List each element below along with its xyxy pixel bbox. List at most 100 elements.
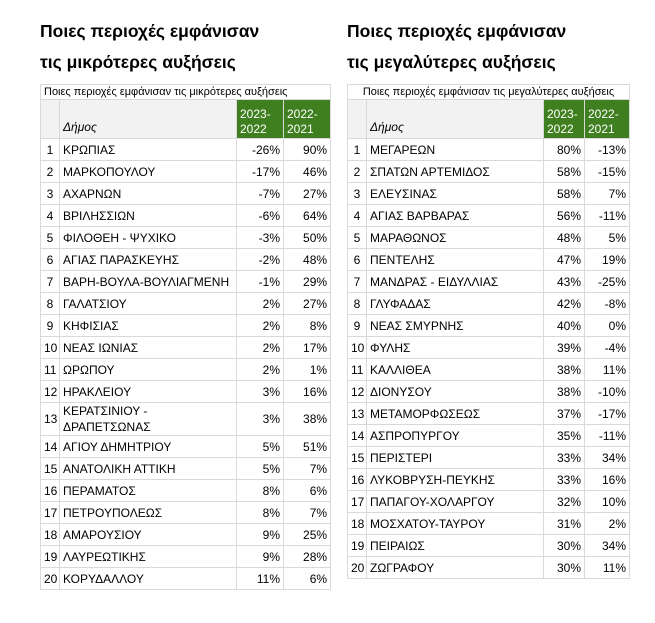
value-2023-2022-cell: 48% bbox=[543, 226, 585, 249]
municipality-cell: ΦΥΛΗΣ bbox=[366, 336, 544, 359]
value-2023-2022-cell: -2% bbox=[236, 248, 284, 271]
value-2022-2021-cell: 0% bbox=[583, 314, 631, 337]
municipality-cell: ΖΩΓΡΑΦΟΥ bbox=[366, 556, 544, 579]
value-2022-2021-cell: 64% bbox=[282, 204, 332, 227]
municipality-cell: ΒΑΡΗ-ΒΟΥΛΑ-ΒΟΥΛΙΑΓΜΕΝΗ bbox=[59, 270, 237, 293]
rank-cell: 13 bbox=[40, 402, 60, 436]
table-row: 18 ΑΜΑΡΟΥΣΙΟΥ 9% 25% bbox=[40, 523, 332, 546]
municipality-cell: ΑΧΑΡΝΩΝ bbox=[59, 182, 237, 205]
value-2022-2021-cell: 25% bbox=[282, 523, 332, 546]
value-2023-2022-cell: -3% bbox=[236, 226, 284, 249]
table-body: 1 ΜΕΓΑΡΕΩΝ 80% -13% 2 ΣΠΑΤΩΝ ΑΡΤΕΜΙΔΟΣ 58% -15%… bbox=[347, 138, 631, 579]
value-2023-2022-cell: 40% bbox=[543, 314, 585, 337]
table-row: 11 ΚΑΛΛΙΘΕΑ 38% 11% bbox=[347, 358, 631, 381]
municipality-cell: ΣΠΑΤΩΝ ΑΡΤΕΜΙΔΟΣ bbox=[366, 160, 544, 183]
rank-cell: 11 bbox=[40, 358, 60, 381]
value-2022-2021-cell: 5% bbox=[583, 226, 631, 249]
rank-cell: 12 bbox=[40, 380, 60, 403]
value-2023-2022-cell: 2% bbox=[236, 336, 284, 359]
largest-increases-panel: Ποιες περιοχές εμφάνισαν τις μεγαλύτερες… bbox=[346, 0, 631, 579]
municipality-cell: ΓΛΥΦΑΔΑΣ bbox=[366, 292, 544, 315]
value-2022-2021-cell: 16% bbox=[583, 468, 631, 491]
municipality-cell: ΠΕΡΑΜΑΤΟΣ bbox=[59, 479, 237, 502]
municipality-cell: ΚΡΩΠΙΑΣ bbox=[59, 138, 237, 161]
municipality-cell: ΔΙΟΝΥΣΟΥ bbox=[366, 380, 544, 403]
municipality-header: Δήμος bbox=[366, 99, 544, 139]
rank-cell: 17 bbox=[347, 490, 367, 513]
heading-line: τις μεγαλύτερες αυξήσεις bbox=[347, 52, 556, 72]
table-row: 16 ΛΥΚΟΒΡΥΣΗ-ΠΕΥΚΗΣ 33% 16% bbox=[347, 468, 631, 491]
municipality-cell: ΝΕΑΣ ΙΩΝΙΑΣ bbox=[59, 336, 237, 359]
heading-line: Ποιες περιοχές εμφάνισαν bbox=[40, 21, 260, 41]
value-2023-2022-cell: 2% bbox=[236, 292, 284, 315]
value-2023-2022-cell: 42% bbox=[543, 292, 585, 315]
value-2023-2022-cell: 3% bbox=[236, 402, 284, 436]
rank-cell: 6 bbox=[347, 248, 367, 271]
rank-cell: 9 bbox=[40, 314, 60, 337]
value-2023-2022-cell: 58% bbox=[543, 160, 585, 183]
panel-heading: Ποιες περιοχές εμφάνισαν τις μεγαλύτερες… bbox=[347, 0, 629, 78]
rank-cell: 8 bbox=[40, 292, 60, 315]
rank-cell: 19 bbox=[40, 545, 60, 568]
heading-line: τις μικρότερες αυξήσεις bbox=[40, 52, 236, 72]
rank-cell: 20 bbox=[40, 567, 60, 590]
value-2023-2022-cell: 33% bbox=[543, 468, 585, 491]
value-2022-2021-cell: 6% bbox=[282, 479, 332, 502]
value-2022-2021-cell: -15% bbox=[583, 160, 631, 183]
value-2022-2021-cell: 7% bbox=[583, 182, 631, 205]
value-2023-2022-cell: 56% bbox=[543, 204, 585, 227]
value-2023-2022-cell: 32% bbox=[543, 490, 585, 513]
table-body: 1 ΚΡΩΠΙΑΣ -26% 90% 2 ΜΑΡΚΟΠΟΥΛΟΥ -17% 46% 3 ΑΧΑΡΝ… bbox=[40, 138, 332, 590]
table-row: 11 ΩΡΩΠΟΥ 2% 1% bbox=[40, 358, 332, 381]
value-2023-2022-cell: 2% bbox=[236, 358, 284, 381]
municipality-cell: ΑΝΑΤΟΛΙΚΗ ΑΤΤΙΚΗ bbox=[59, 457, 237, 480]
value-2023-2022-cell: 47% bbox=[543, 248, 585, 271]
value-2023-2022-cell: 30% bbox=[543, 534, 585, 557]
value-2022-2021-cell: 1% bbox=[282, 358, 332, 381]
table-row: 15 ΠΕΡΙΣΤΕΡΙ 33% 34% bbox=[347, 446, 631, 469]
table-row: 19 ΠΕΙΡΑΙΩΣ 30% 34% bbox=[347, 534, 631, 557]
table-row: 7 ΜΑΝΔΡΑΣ - ΕΙΔΥΛΛΙΑΣ 43% -25% bbox=[347, 270, 631, 293]
col-2023-2022-header: 2023-2022 bbox=[236, 99, 284, 139]
value-2023-2022-cell: 38% bbox=[543, 358, 585, 381]
rank-cell: 17 bbox=[40, 501, 60, 524]
municipality-cell: ΜΕΤΑΜΟΡΦΩΣΕΩΣ bbox=[366, 402, 544, 425]
table-row: 12 ΗΡΑΚΛΕΙΟΥ 3% 16% bbox=[40, 380, 332, 403]
table-row: 8 ΓΑΛΑΤΣΙΟΥ 2% 27% bbox=[40, 292, 332, 315]
table-row: 10 ΝΕΑΣ ΙΩΝΙΑΣ 2% 17% bbox=[40, 336, 332, 359]
municipality-cell: ΑΓΙΑΣ ΠΑΡΑΣΚΕΥΗΣ bbox=[59, 248, 237, 271]
value-2023-2022-cell: 37% bbox=[543, 402, 585, 425]
municipality-cell: ΩΡΩΠΟΥ bbox=[59, 358, 237, 381]
value-2022-2021-cell: 6% bbox=[282, 567, 332, 590]
rank-cell: 18 bbox=[347, 512, 367, 535]
table-row: 10 ΦΥΛΗΣ 39% -4% bbox=[347, 336, 631, 359]
municipality-cell: ΗΡΑΚΛΕΙΟΥ bbox=[59, 380, 237, 403]
value-2023-2022-cell: 5% bbox=[236, 435, 284, 458]
value-2023-2022-cell: 39% bbox=[543, 336, 585, 359]
table-row: 5 ΜΑΡΑΘΩΝΟΣ 48% 5% bbox=[347, 226, 631, 249]
rank-cell: 10 bbox=[347, 336, 367, 359]
rank-header bbox=[40, 99, 60, 139]
value-2022-2021-cell: 7% bbox=[282, 501, 332, 524]
municipality-cell: ΠΕΡΙΣΤΕΡΙ bbox=[366, 446, 544, 469]
value-2022-2021-cell: 10% bbox=[583, 490, 631, 513]
municipality-cell: ΓΑΛΑΤΣΙΟΥ bbox=[59, 292, 237, 315]
table-row: 6 ΑΓΙΑΣ ΠΑΡΑΣΚΕΥΗΣ -2% 48% bbox=[40, 248, 332, 271]
value-2022-2021-cell: 29% bbox=[282, 270, 332, 293]
table-row: 7 ΒΑΡΗ-ΒΟΥΛΑ-ΒΟΥΛΙΑΓΜΕΝΗ -1% 29% bbox=[40, 270, 332, 293]
value-2022-2021-cell: -13% bbox=[583, 138, 631, 161]
col-2022-2021-header: 2022-2021 bbox=[282, 99, 332, 139]
table-caption: Ποιες περιοχές εμφάνισαν τις μεγαλύτερες… bbox=[346, 84, 631, 100]
smallest-increases-panel: Ποιες περιοχές εμφάνισαν τις μικρότερες … bbox=[39, 0, 332, 590]
table-row: 2 ΜΑΡΚΟΠΟΥΛΟΥ -17% 46% bbox=[40, 160, 332, 183]
rank-cell: 9 bbox=[347, 314, 367, 337]
value-2022-2021-cell: 11% bbox=[583, 358, 631, 381]
value-2023-2022-cell: -17% bbox=[236, 160, 284, 183]
municipality-cell: ΠΕΝΤΕΛΗΣ bbox=[366, 248, 544, 271]
municipality-header: Δήμος bbox=[59, 99, 237, 139]
rank-header bbox=[347, 99, 367, 139]
table-row: 4 ΒΡΙΛΗΣΣΙΩΝ -6% 64% bbox=[40, 204, 332, 227]
value-2023-2022-cell: -7% bbox=[236, 182, 284, 205]
largest-increases-table: Ποιες περιοχές εμφάνισαν τις μεγαλύτερες… bbox=[346, 84, 631, 579]
rank-cell: 2 bbox=[40, 160, 60, 183]
